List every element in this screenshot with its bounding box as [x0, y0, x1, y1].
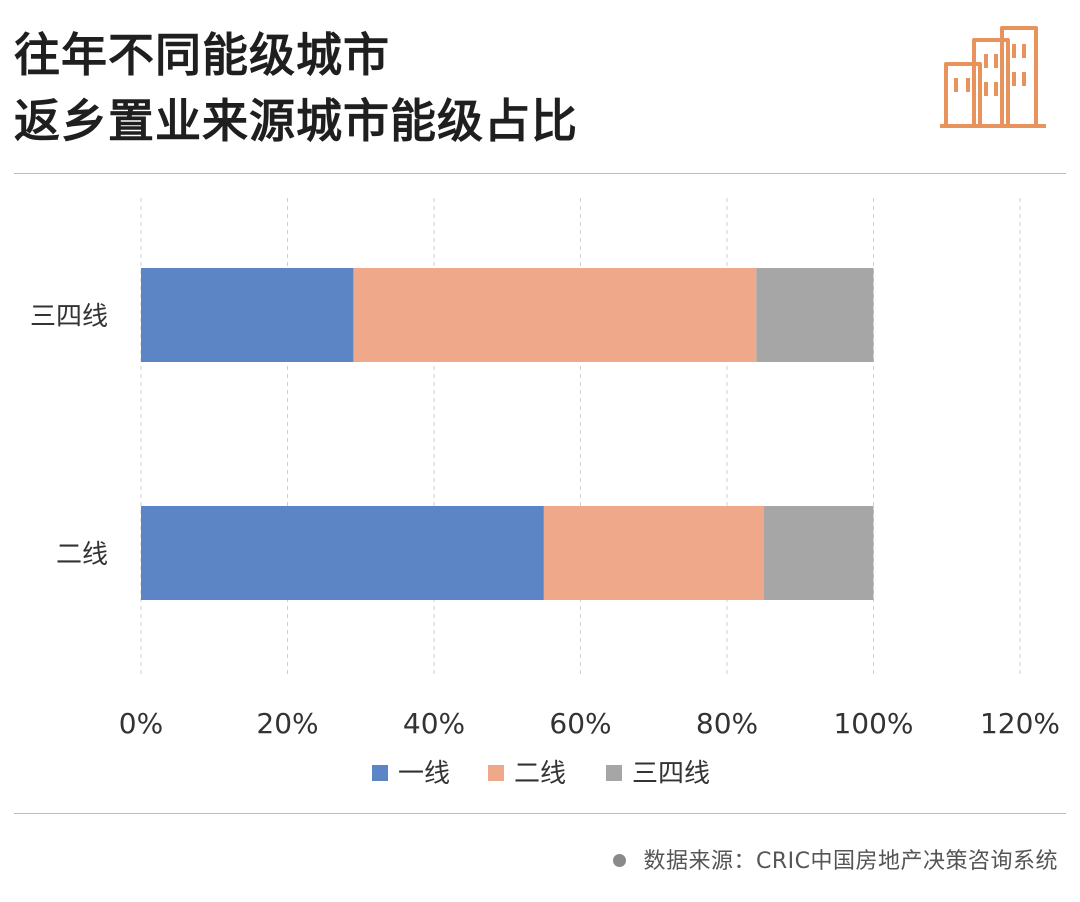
x-tick-label: 40%	[403, 707, 465, 740]
source-note: 数据来源：CRIC中国房地产决策咨询系统	[612, 843, 1059, 875]
bar-segment	[353, 268, 757, 362]
bullet-dot-icon	[612, 853, 626, 867]
bar-segment	[141, 506, 544, 600]
x-tick-label: 100%	[833, 707, 913, 740]
source-text: 数据来源：CRIC中国房地产决策咨询系统	[643, 849, 1058, 874]
title-line-2: 返乡置业来源城市能级占比	[14, 94, 578, 148]
x-tick-labels: 0% 20% 40% 60% 80% 100% 120%	[119, 707, 1060, 740]
city-buildings-icon	[940, 26, 1046, 128]
legend: 一线 二线 三四线	[372, 759, 710, 789]
chart-title: 往年不同能级城市 返乡置业来源城市能级占比	[14, 22, 578, 154]
bar-segment	[763, 506, 874, 600]
legend-label: 一线	[398, 759, 450, 789]
bar-segment	[141, 268, 354, 362]
legend-swatch	[606, 765, 622, 781]
x-tick-label: 60%	[549, 707, 611, 740]
legend-swatch	[488, 765, 504, 781]
category-label: 三四线	[30, 302, 108, 332]
category-label: 二线	[56, 540, 108, 570]
legend-label: 三四线	[632, 759, 710, 789]
x-tick-label: 120%	[980, 707, 1060, 740]
bar-segment	[756, 268, 874, 362]
title-line-1: 往年不同能级城市	[14, 28, 390, 82]
header-divider	[14, 173, 1066, 174]
legend-label: 二线	[514, 759, 566, 789]
footer-divider	[14, 813, 1066, 814]
x-tick-label: 80%	[696, 707, 758, 740]
bars	[141, 268, 874, 600]
x-tick-label: 0%	[119, 707, 163, 740]
x-tick-label: 20%	[256, 707, 318, 740]
bar-segment	[543, 506, 764, 600]
legend-swatch	[372, 765, 388, 781]
